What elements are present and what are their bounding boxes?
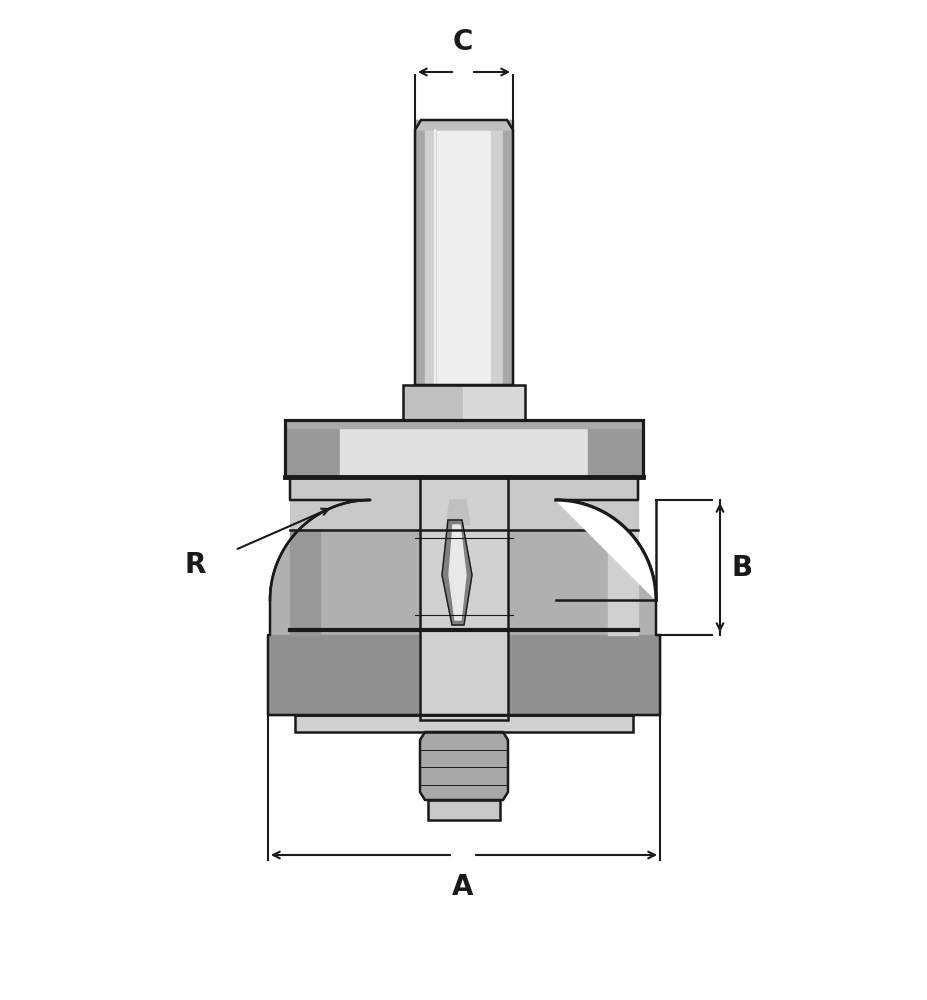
Polygon shape [415, 120, 513, 130]
Polygon shape [446, 500, 470, 525]
Bar [437, 120, 491, 385]
Bar [463, 385, 525, 420]
Bar [420, 477, 508, 720]
Polygon shape [420, 732, 508, 800]
Bar [588, 420, 643, 477]
Polygon shape [442, 520, 472, 625]
Bar [285, 420, 643, 428]
Bar [503, 120, 513, 385]
Text: B: B [732, 554, 753, 582]
Bar [491, 120, 503, 385]
Bar [403, 385, 463, 420]
Bar [285, 420, 643, 477]
Bar [425, 120, 437, 385]
Bar [420, 477, 508, 720]
Text: R: R [184, 551, 206, 579]
Bar [608, 530, 638, 635]
Polygon shape [268, 477, 660, 715]
Polygon shape [449, 525, 466, 620]
Bar [285, 420, 340, 477]
Bar [428, 800, 500, 820]
Text: C: C [452, 28, 473, 56]
Bar [415, 120, 425, 385]
Bar [403, 385, 525, 420]
Bar [428, 800, 500, 820]
Bar [290, 477, 638, 530]
Bar [290, 530, 320, 635]
Text: A: A [452, 873, 474, 901]
Bar [340, 420, 588, 477]
Bar [268, 635, 660, 715]
Bar [295, 715, 633, 732]
Bar [285, 420, 643, 477]
Polygon shape [556, 500, 656, 600]
Bar [295, 715, 633, 732]
